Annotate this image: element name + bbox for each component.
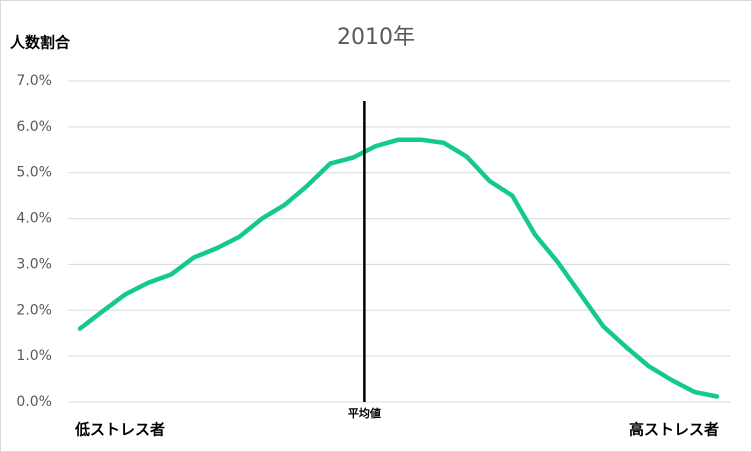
x-tick-label: 高ストレス者 xyxy=(629,421,719,439)
chart-title: 2010年 xyxy=(337,25,415,50)
y-tick-label: 3.0% xyxy=(16,256,52,272)
y-axis-label: 人数割合 xyxy=(10,34,71,52)
x-tick-label: 低ストレス者 xyxy=(74,421,165,439)
data-line xyxy=(77,137,720,399)
y-tick-label: 2.0% xyxy=(16,302,52,318)
y-tick-label: 7.0% xyxy=(16,73,52,89)
y-tick-label: 5.0% xyxy=(16,165,52,181)
y-tick-label: 0.0% xyxy=(16,394,52,410)
y-tick-label: 1.0% xyxy=(16,348,52,364)
y-tick-label: 4.0% xyxy=(16,211,52,227)
y-tick-label: 6.0% xyxy=(16,119,52,135)
mean-label: 平均値 xyxy=(348,406,381,420)
